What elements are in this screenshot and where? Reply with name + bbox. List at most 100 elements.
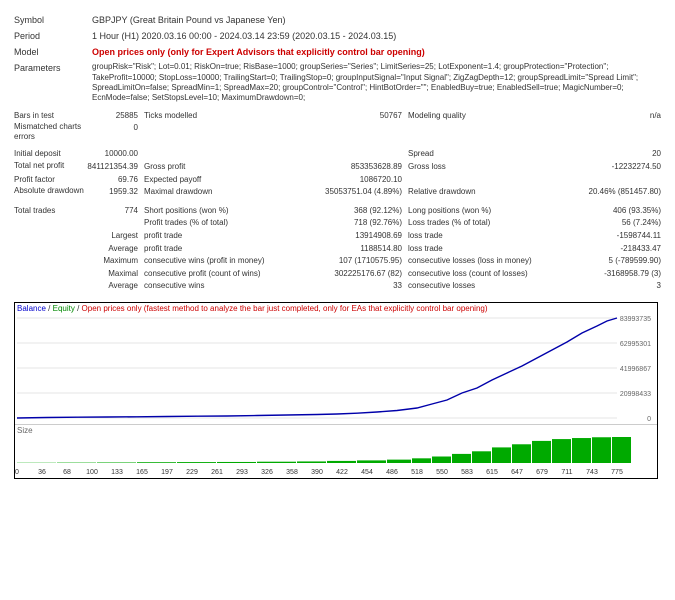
deposit-label: Initial deposit [14, 148, 84, 160]
bars-label: Bars in test [14, 110, 84, 122]
trades-row: Total trades 774 Short positions (won %)… [14, 205, 661, 217]
symbol-label: Symbol [14, 14, 92, 27]
svg-text:550: 550 [436, 469, 448, 476]
abs-dd-label: Absolute drawdown [14, 186, 84, 198]
largest-pt-value: 13914908.69 [304, 230, 406, 242]
size-chart [15, 436, 655, 464]
svg-text:133: 133 [111, 469, 123, 476]
model-value: Open prices only (only for Expert Adviso… [92, 46, 661, 59]
pf-value: 69.76 [84, 174, 142, 186]
avg-pt-value: 1188514.80 [304, 243, 406, 255]
svg-text:229: 229 [186, 469, 198, 476]
mismatch-row: Mismatched charts errors 0 [14, 122, 661, 141]
ltrades-label: Loss trades (% of total) [406, 217, 558, 229]
avg-lbl: Average [84, 243, 142, 255]
svg-text:390: 390 [311, 469, 323, 476]
size-label: Size [15, 424, 657, 436]
svg-text:326: 326 [261, 469, 273, 476]
avg-lt-value: -218433.47 [558, 243, 661, 255]
mq-label: Modeling quality [406, 110, 558, 122]
svg-text:0: 0 [15, 469, 19, 476]
maxcp-label: consecutive profit (count of wins) [142, 268, 304, 280]
netprofit-value: 841121354.39 [84, 161, 142, 173]
svg-text:615: 615 [486, 469, 498, 476]
maxcl-value: 5 (-789599.90) [558, 255, 661, 267]
svg-text:165: 165 [136, 469, 148, 476]
avgcl-value: 3 [558, 280, 661, 292]
params-row: Parameters groupRisk="Risk"; Lot=0.01; R… [14, 62, 661, 104]
symbol-row: Symbol GBPJPY (Great Britain Pound vs Ja… [14, 14, 661, 27]
gl-label: Gross loss [406, 161, 558, 173]
trades-value: 774 [84, 205, 142, 217]
ep-label: Expected payoff [142, 174, 304, 186]
maxcp-row: Maximal consecutive profit (count of win… [14, 268, 661, 280]
gp-value: 853353628.89 [304, 161, 406, 173]
maxcw-value: 107 (1710575.95) [304, 255, 406, 267]
trades-label: Total trades [14, 205, 84, 217]
long-value: 406 (93.35%) [558, 205, 661, 217]
svg-text:100: 100 [86, 469, 98, 476]
chart-xaxis: 0366810013316519722926129332635839042245… [15, 464, 655, 478]
maxcw-row: Maximum consecutive wins (profit in mone… [14, 255, 661, 267]
svg-text:197: 197 [161, 469, 173, 476]
model-label: Model [14, 46, 92, 59]
legend-equity: Equity [53, 304, 75, 313]
legend-open: Open prices only (fastest method to anal… [82, 304, 488, 313]
svg-text:0: 0 [647, 416, 651, 423]
avg-pt-label: profit trade [142, 243, 304, 255]
svg-text:83993735: 83993735 [620, 316, 651, 323]
netprofit-row: Total net profit 841121354.39 Gross prof… [14, 161, 661, 173]
gp-label: Gross profit [142, 161, 304, 173]
svg-text:518: 518 [411, 469, 423, 476]
long-label: Long positions (won %) [406, 205, 558, 217]
largest-lt-value: -1598744.11 [558, 230, 661, 242]
max-dd-label: Maximal drawdown [142, 186, 304, 198]
period-value: 1 Hour (H1) 2020.03.16 00:00 - 2024.03.1… [92, 30, 661, 43]
svg-text:422: 422 [336, 469, 348, 476]
gl-value: -12232274.50 [558, 161, 661, 173]
params-label: Parameters [14, 62, 92, 104]
svg-text:711: 711 [561, 469, 572, 476]
ticks-value: 50767 [304, 110, 406, 122]
largest-pt-label: profit trade [142, 230, 304, 242]
largest-row: Largest profit trade 13914908.69 loss tr… [14, 230, 661, 242]
netprofit-label: Total net profit [14, 161, 84, 173]
maxcl-label: consecutive losses (loss in money) [406, 255, 558, 267]
short-value: 368 (92.12%) [304, 205, 406, 217]
rel-dd-value: 20.46% (851457.80) [558, 186, 661, 198]
ticks-label: Ticks modelled [142, 110, 304, 122]
mismatch-label: Mismatched charts errors [14, 122, 84, 141]
svg-text:454: 454 [361, 469, 373, 476]
pf-row: Profit factor 69.76 Expected payoff 1086… [14, 174, 661, 186]
svg-text:20998433: 20998433 [620, 391, 651, 398]
maximum-lbl: Maximum [84, 255, 142, 267]
model-row: Model Open prices only (only for Expert … [14, 46, 661, 59]
chart-container: Balance / Equity / Open prices only (fas… [14, 302, 658, 479]
maxcls-value: -3168958.79 (3) [558, 268, 661, 280]
short-label: Short positions (won %) [142, 205, 304, 217]
ptrades-row: Profit trades (% of total) 718 (92.76%) … [14, 217, 661, 229]
bars-value: 25885 [84, 110, 142, 122]
period-label: Period [14, 30, 92, 43]
rel-dd-label: Relative drawdown [406, 186, 558, 198]
svg-text:679: 679 [536, 469, 548, 476]
svg-text:62995301: 62995301 [620, 341, 651, 348]
legend-balance: Balance [17, 304, 46, 313]
abs-dd-value: 1959.32 [84, 186, 142, 198]
avg-lt-label: loss trade [406, 243, 558, 255]
deposit-value: 10000.00 [84, 148, 142, 160]
max-dd-value: 35053751.04 (4.89%) [304, 186, 406, 198]
symbol-value: GBPJPY (Great Britain Pound vs Japanese … [92, 14, 661, 27]
chart-legend: Balance / Equity / Open prices only (fas… [15, 303, 657, 314]
mismatch-value: 0 [84, 122, 142, 141]
ep-value: 1086720.10 [304, 174, 406, 186]
svg-text:775: 775 [611, 469, 623, 476]
maxcls-label: consecutive loss (count of losses) [406, 268, 558, 280]
mq-value: n/a [558, 110, 661, 122]
ltrades-value: 56 (7.24%) [558, 217, 661, 229]
pf-label: Profit factor [14, 174, 84, 186]
avgcw-row: Average consecutive wins 33 consecutive … [14, 280, 661, 292]
ptrades-label: Profit trades (% of total) [142, 217, 304, 229]
params-value: groupRisk="Risk"; Lot=0.01; RiskOn=true;… [92, 62, 661, 104]
avg2-lbl: Average [84, 280, 142, 292]
